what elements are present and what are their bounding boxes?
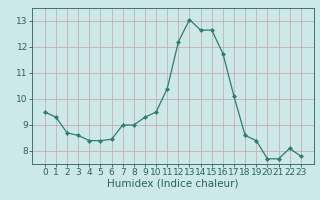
X-axis label: Humidex (Indice chaleur): Humidex (Indice chaleur): [107, 179, 238, 189]
